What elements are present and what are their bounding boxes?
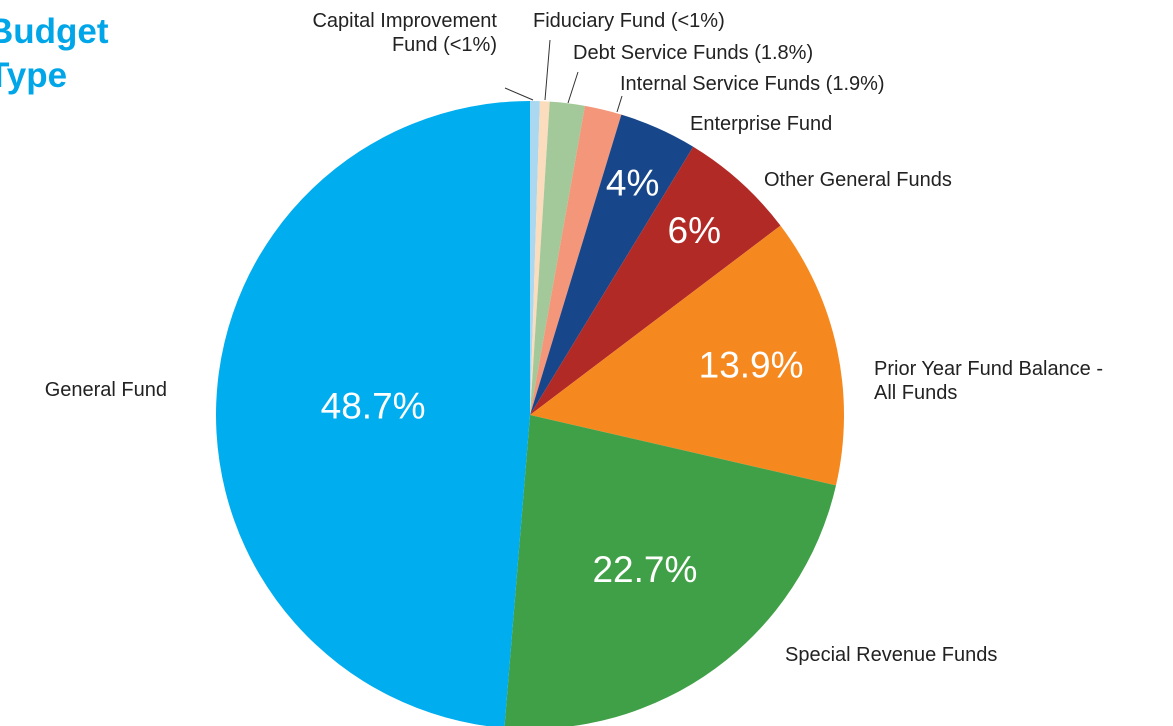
- category-label: Fiduciary Fund (<1%): [533, 10, 725, 32]
- slice: [530, 101, 585, 416]
- category-label: Special Revenue Funds: [785, 644, 998, 666]
- chart-title: Budget Type: [0, 12, 109, 95]
- value-label: 4%: [606, 163, 659, 204]
- leader-line: [504, 87, 534, 101]
- slice: [530, 114, 694, 416]
- slice: [530, 101, 540, 415]
- category-label: Capital Improvement Fund (<1%): [312, 10, 497, 56]
- value-label: 48.7%: [321, 385, 426, 426]
- leader-line: [567, 71, 579, 104]
- category-label: Internal Service Funds (1.9%): [620, 73, 885, 95]
- value-label: 22.7%: [592, 549, 697, 590]
- value-label: 13.9%: [699, 345, 804, 386]
- category-label: Other General Funds: [764, 169, 952, 191]
- category-label: Prior Year Fund Balance - All Funds: [874, 358, 1104, 404]
- category-label: Debt Service Funds (1.8%): [573, 42, 814, 64]
- category-label: General Fund: [44, 379, 167, 401]
- slice: [530, 105, 622, 415]
- slice: [530, 225, 844, 486]
- slice: [530, 101, 550, 415]
- category-label: Enterprise Fund: [690, 113, 833, 135]
- slice: [504, 415, 837, 726]
- value-label: 6%: [668, 210, 721, 251]
- leader-line: [544, 39, 551, 101]
- slice: [530, 146, 781, 415]
- slice: [216, 101, 530, 726]
- leader-line: [616, 95, 623, 113]
